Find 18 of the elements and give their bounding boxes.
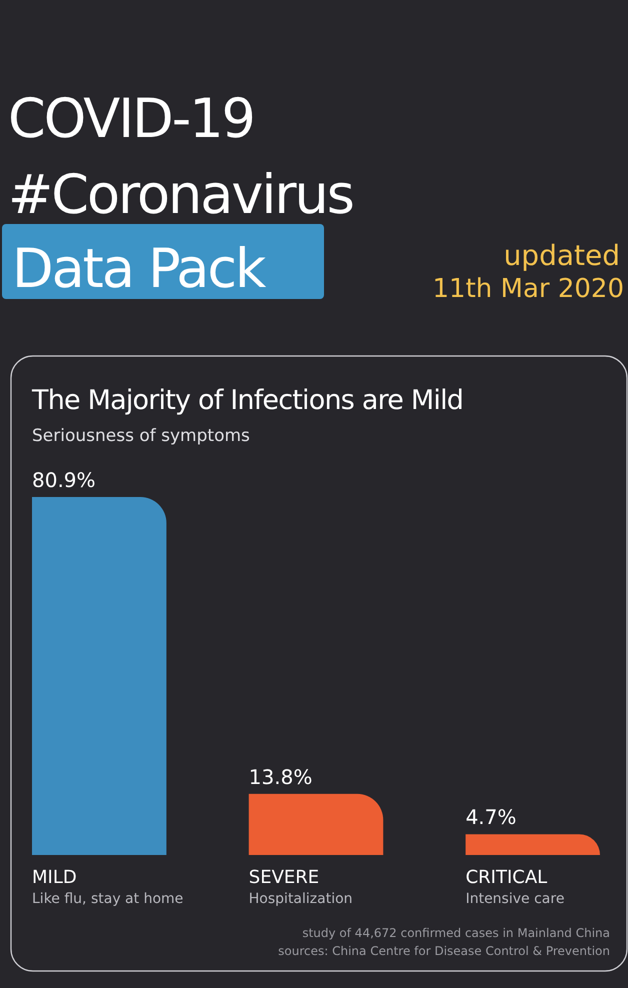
x-tick-label: CRITICAL (466, 867, 548, 888)
text: COVID-19 (8, 87, 254, 150)
x-tick-label: SEVERE (248, 867, 320, 888)
data-label: 4.7% (466, 805, 516, 830)
text: study of 44,672 confirmed cases in Mainland China (302, 926, 610, 940)
text: Data Pack (12, 237, 268, 300)
data-label: 80.9% (32, 468, 96, 492)
data-label: 13.8% (248, 764, 312, 789)
chart-title: The Majority of Infections are Mild (31, 385, 464, 416)
chart-subtitle: Seriousness of symptoms (32, 426, 250, 446)
text: Like flu, stay at home (32, 891, 184, 907)
text: #Coronavirus (8, 163, 353, 226)
text: Intensive care (466, 891, 564, 907)
x-tick-label: MILD (32, 867, 77, 888)
text: updated (504, 239, 620, 272)
source-note: sources: China Centre for Disease Control & Prevention (278, 944, 610, 958)
text: Hospitalization (248, 891, 353, 907)
text: 11th Mar 2020 (432, 274, 624, 304)
